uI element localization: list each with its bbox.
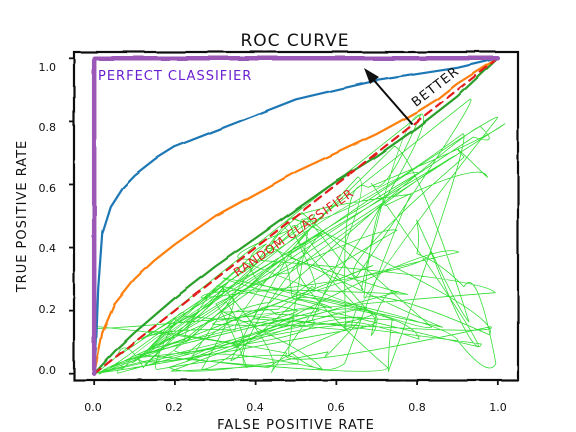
x-tick-label: 0.2 [165, 401, 183, 414]
random-classifier-line [93, 57, 499, 375]
y-tick-label: 0.4 [39, 242, 57, 255]
plot-frame [72, 50, 520, 382]
perfect-classifier-line [91, 56, 501, 376]
roc-curve-1-line [93, 57, 499, 375]
y-axis: 0.0 0.2 0.4 0.6 0.8 1.0 TRUE POSITIVE RA… [15, 61, 56, 377]
y-tick-label: 0.2 [39, 303, 57, 316]
x-axis: 0.0 0.2 0.4 0.6 0.8 1.0 FALSE POSITIVE R… [84, 401, 507, 432]
y-tick-label: 0.8 [39, 121, 57, 134]
noise-scribble-path [92, 98, 506, 375]
x-tick-label: 0.8 [408, 401, 426, 414]
y-tick-label: 1.0 [39, 61, 57, 74]
chart-title: ROC CURVE [240, 31, 349, 51]
roc-curve-2-line [93, 57, 499, 375]
y-tick-label: 0.6 [39, 182, 57, 195]
better-arrow [364, 68, 413, 125]
x-axis-label: FALSE POSITIVE RATE [217, 418, 375, 432]
x-tick-label: 0.0 [84, 401, 102, 414]
x-tick-label: 0.6 [327, 401, 345, 414]
x-tick-label: 1.0 [489, 401, 507, 414]
perfect-classifier-label: PERFECT CLASSIFIER [98, 69, 252, 84]
y-tick-label: 0.0 [39, 364, 57, 377]
roc-curves [91, 56, 501, 376]
roc-curve-3-line [93, 57, 499, 375]
chart-annotations: PERFECT CLASSIFIER RANDOM CLASSIFIER BET… [98, 64, 463, 280]
x-tick-label: 0.4 [246, 401, 264, 414]
noise-scribble [92, 98, 506, 375]
y-axis-label: TRUE POSITIVE RATE [15, 140, 30, 294]
